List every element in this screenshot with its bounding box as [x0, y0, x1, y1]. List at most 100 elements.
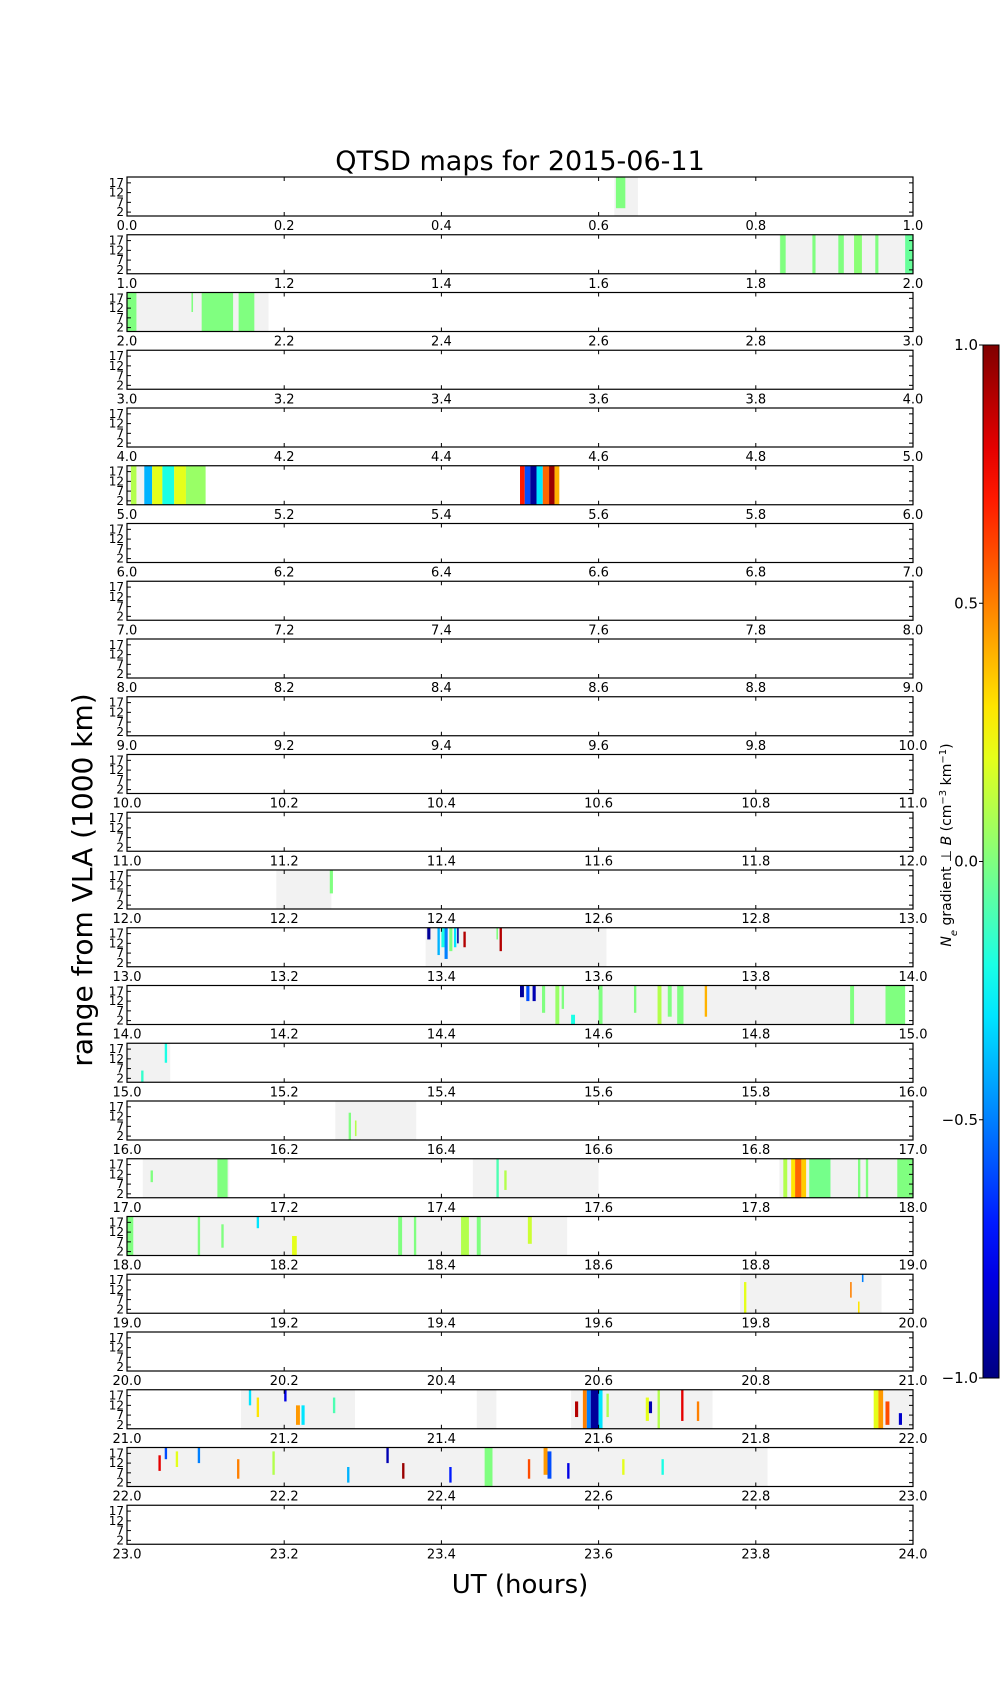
y-tick-label: 12	[109, 1225, 124, 1239]
panel-frame	[126, 1273, 914, 1314]
gradient-mark	[174, 465, 186, 505]
x-tick-label: 12.2	[270, 912, 299, 927]
y-tick-label: 2	[116, 725, 124, 739]
x-tick-label: 5.0	[903, 450, 924, 465]
y-tick-label: 12	[109, 186, 124, 200]
y-tick-label: 7	[116, 542, 124, 556]
x-tick-label: 11.4	[427, 854, 456, 869]
gradient-mark	[130, 465, 137, 505]
gradient-mark	[532, 985, 536, 1002]
y-tick-label: 7	[116, 657, 124, 671]
panel-frame	[126, 1042, 914, 1083]
gradient-mark	[861, 1274, 864, 1283]
x-tick-label: 22.0	[899, 1432, 928, 1447]
y-tick-label: 7	[116, 888, 124, 902]
x-tick-label: 11.2	[270, 854, 299, 869]
y-tick-label: 17	[109, 1215, 124, 1229]
gradient-mark	[598, 985, 603, 1025]
gradient-mark	[582, 1389, 587, 1429]
x-tick-label: 17.4	[427, 1201, 456, 1216]
x-tick-label: 16.8	[741, 1143, 770, 1158]
gradient-mark	[783, 1158, 788, 1198]
x-tick-label: 16.0	[899, 1085, 928, 1100]
y-tick-label: 2	[116, 1071, 124, 1085]
x-tick-label: 7.2	[274, 623, 295, 638]
gradient-mark	[402, 1463, 405, 1479]
gradient-mark	[284, 1389, 287, 1402]
gradient-mark	[347, 1467, 350, 1483]
gradient-mark	[657, 1389, 660, 1429]
y-tick-label: 2	[116, 1476, 124, 1490]
gradient-mark	[256, 1216, 260, 1229]
y-tick-label: 2	[116, 205, 124, 219]
gradient-mark	[567, 1463, 570, 1479]
gradient-mark	[520, 985, 524, 998]
panel-frame	[126, 696, 914, 737]
y-tick-label: 17	[109, 638, 124, 652]
coverage-region	[425, 927, 607, 967]
gradient-mark	[850, 1282, 852, 1298]
coverage-region	[127, 1043, 171, 1083]
gradient-mark	[897, 1158, 913, 1198]
x-tick-label: 21.4	[427, 1432, 456, 1447]
coverage-region	[779, 234, 913, 274]
gradient-mark	[197, 1447, 201, 1464]
y-tick-label: 17	[109, 1389, 124, 1403]
y-tick-label: 2	[116, 956, 124, 970]
x-tick-label: 15.8	[741, 1085, 770, 1100]
x-tick-label: 23.0	[899, 1490, 928, 1505]
x-tick-label: 8.6	[588, 681, 609, 696]
x-tick-label: 3.0	[117, 392, 138, 407]
x-tick-label: 13.4	[427, 970, 456, 985]
x-tick-label: 18.6	[584, 1259, 613, 1274]
gradient-mark	[499, 927, 502, 952]
x-tick-label: 17.8	[741, 1201, 770, 1216]
y-tick-label: 17	[109, 465, 124, 479]
gradient-mark	[854, 234, 862, 274]
y-tick-label: 12	[109, 936, 124, 950]
x-tick-label: 22.4	[427, 1490, 456, 1505]
gradient-mark	[201, 292, 234, 332]
y-tick-label: 12	[109, 417, 124, 431]
gradient-mark	[496, 1158, 499, 1198]
x-tick-label: 23.0	[113, 1547, 142, 1562]
gradient-mark	[461, 1216, 469, 1256]
x-tick-label: 4.0	[117, 450, 138, 465]
colorbar: 1.0 0.5 0.0 −0.5 −1.0 Ne gradient ⊥ B (cm−3 k…	[938, 336, 1000, 1387]
x-tick-label: 8.0	[117, 681, 138, 696]
gradient-mark	[696, 1401, 700, 1421]
x-tick-label: 0.2	[274, 219, 295, 234]
x-tick-label: 18.2	[270, 1259, 299, 1274]
y-tick-label: 12	[109, 243, 124, 257]
gradient-mark	[348, 1112, 352, 1140]
x-tick-label: 7.8	[745, 623, 766, 638]
y-tick-label: 2	[116, 494, 124, 508]
x-tick-label: 14.0	[113, 1028, 142, 1043]
coverage-region	[520, 985, 906, 1025]
x-tick-label: 5.0	[117, 508, 138, 523]
panel-frame	[126, 291, 914, 333]
x-tick-label: 20.8	[741, 1374, 770, 1389]
coverage-region	[127, 1447, 768, 1487]
x-axis-label: UT (hours)	[452, 1570, 589, 1600]
x-tick-label: 11.0	[113, 854, 142, 869]
x-tick-label: 16.2	[270, 1143, 299, 1158]
x-tick-label: 12.4	[427, 912, 456, 927]
x-tick-label: 22.0	[113, 1490, 142, 1505]
y-tick-label: 7	[116, 1062, 124, 1076]
x-tick-label: 18.0	[113, 1259, 142, 1274]
x-tick-label: 5.8	[745, 508, 766, 523]
gradient-mark	[164, 1043, 168, 1063]
coverage-region	[142, 1158, 230, 1198]
coverage-region	[476, 1389, 497, 1429]
y-tick-label: 12	[109, 994, 124, 1008]
x-tick-label: 21.0	[899, 1374, 928, 1389]
gradient-mark	[164, 1447, 168, 1460]
gradient-mark	[543, 1447, 548, 1475]
x-tick-label: 17.0	[899, 1143, 928, 1158]
